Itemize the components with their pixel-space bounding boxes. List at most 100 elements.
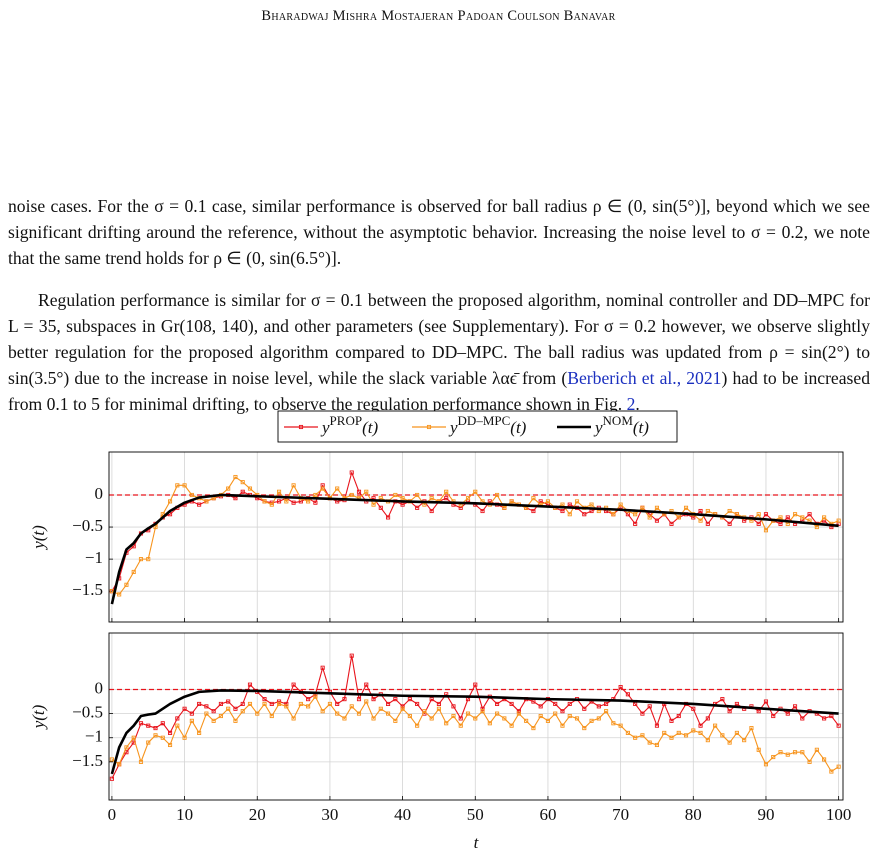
data-point [742,738,747,743]
data-point [182,483,187,488]
data-point [662,730,667,735]
data-point [792,750,798,755]
data-point [277,701,282,707]
data-point [531,508,536,514]
data-point [720,697,725,702]
data-point [640,733,645,738]
figure-link[interactable]: 2 [626,394,636,414]
data-point [705,716,710,721]
data-point [218,713,223,719]
data-point [509,499,514,504]
text: noise cases. For the σ = 0.1 case, simil… [8,196,870,268]
data-point [473,682,478,687]
data-point [146,740,151,745]
paragraph: Regulation performance is similar for σ … [8,287,870,417]
data-point [233,474,238,480]
data-point [763,699,769,704]
data-point [778,515,783,520]
data-point [800,515,805,520]
y-tick-label: −1.5 [72,580,103,599]
data-point [138,557,144,562]
plot-frame [108,632,844,801]
data-point [763,512,769,517]
data-point [189,492,194,498]
data-point [705,521,710,526]
data-point [734,512,739,517]
data-point [291,483,296,488]
data-point [160,735,165,740]
data-point [349,653,354,658]
data-point [197,502,202,507]
data-point [429,496,434,501]
data-point [713,723,718,728]
y-axis-label: y(t) [29,525,48,551]
data-point [349,492,354,498]
x-tick-label: 0 [108,805,117,824]
data-point [298,701,303,707]
data-point [277,489,282,494]
data-point [269,701,274,707]
data-point [182,706,187,711]
data-point [226,486,231,491]
data-point [654,742,660,748]
data-point [451,713,456,719]
x-tick-label: 50 [467,805,484,824]
data-point [233,706,238,711]
data-point [756,521,761,526]
data-point [727,709,732,714]
data-point [516,711,521,716]
data-point [705,508,710,514]
data-point [749,726,754,731]
data-point [197,730,202,735]
data-point [415,505,420,510]
x-tick-label: 70 [612,805,629,824]
data-point [131,569,136,575]
legend-label: yNOM(t) [593,413,649,437]
data-point [451,704,456,709]
data-point [407,713,412,719]
data-point [654,505,660,510]
data-point [356,711,362,716]
data-point [197,701,202,707]
citation-link[interactable]: Berberich et al., 2021 [567,368,722,388]
data-point [335,711,340,716]
x-tick-label: 80 [685,805,702,824]
data-point [691,728,696,733]
data-point [291,716,296,721]
data-point [829,769,834,774]
data-point [247,701,253,707]
data-point [167,742,173,748]
data-point [320,709,325,714]
data-point [247,486,253,491]
data-point [473,489,478,494]
data-point [436,706,441,711]
data-point [502,716,507,721]
data-point [785,752,790,757]
data-point [117,762,122,767]
data-point [240,489,245,494]
data-point [822,515,827,520]
data-point [117,592,122,597]
data-point [233,718,238,723]
data-point [545,499,550,504]
data-point [567,701,572,707]
data-point [531,726,536,731]
data-point [313,694,318,699]
data-point [378,505,383,510]
data-point [182,735,187,740]
data-point [756,512,761,517]
data-point [349,470,354,475]
y-tick-label: −0.5 [72,703,103,722]
data-point [560,709,565,714]
data-point [633,512,638,517]
data-point [342,716,347,721]
data-point [836,723,841,728]
data-point [771,754,776,760]
x-tick-label: 60 [539,805,556,824]
data-point [596,704,601,709]
data-point [356,489,362,494]
data-point [538,713,543,719]
data-point [480,508,485,514]
data-point [480,709,485,714]
data-point [277,699,282,704]
